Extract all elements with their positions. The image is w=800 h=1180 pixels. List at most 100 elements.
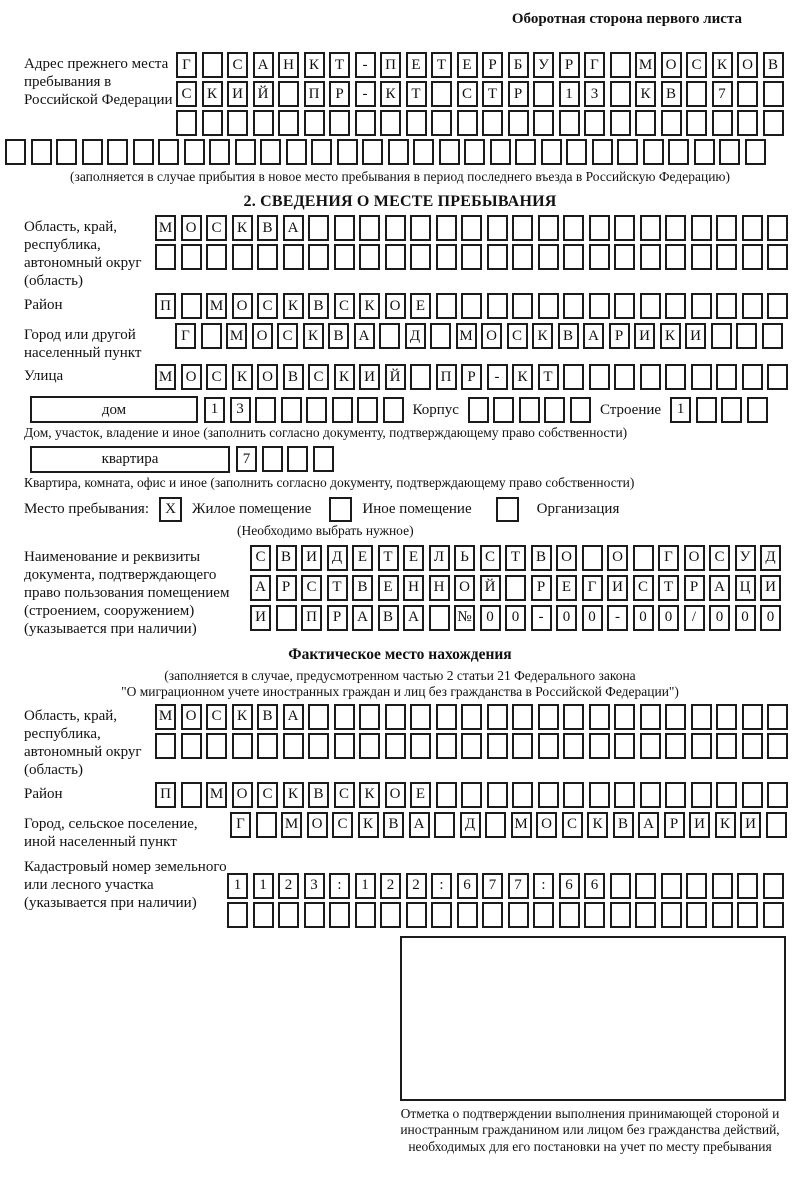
char-cell[interactable]	[336, 139, 358, 165]
char-cell[interactable]	[741, 781, 763, 808]
char-cell[interactable]: -	[354, 81, 376, 107]
char-cell[interactable]	[690, 293, 712, 320]
char-cell[interactable]: Т	[405, 81, 427, 107]
char-cell[interactable]: С	[206, 215, 227, 242]
char-cell[interactable]: А	[638, 811, 659, 838]
char-cell[interactable]	[413, 139, 434, 165]
char-cell[interactable]	[507, 901, 529, 928]
char-cell[interactable]	[537, 215, 559, 242]
char-cell[interactable]: К	[231, 215, 253, 242]
char-cell[interactable]: О	[536, 811, 557, 838]
char-cell[interactable]: 3	[584, 81, 605, 107]
char-cell[interactable]: О	[737, 52, 758, 78]
char-cell[interactable]	[744, 139, 766, 165]
char-cell[interactable]	[359, 215, 380, 242]
char-cell[interactable]	[716, 364, 737, 391]
char-cell[interactable]: А	[250, 574, 271, 601]
char-cell[interactable]: П	[301, 604, 322, 631]
char-cell[interactable]: К	[711, 52, 733, 78]
char-cell[interactable]	[384, 732, 406, 759]
char-cell[interactable]	[668, 139, 689, 165]
char-cell[interactable]	[533, 110, 554, 136]
char-cell[interactable]	[569, 396, 591, 423]
char-cell[interactable]	[767, 215, 788, 242]
char-cell[interactable]: 0	[734, 604, 756, 631]
char-cell[interactable]	[206, 244, 227, 271]
char-cell[interactable]	[665, 364, 686, 391]
char-cell[interactable]: О	[481, 323, 502, 350]
char-cell[interactable]: И	[301, 544, 322, 571]
char-cell[interactable]: Г	[581, 574, 603, 601]
char-cell[interactable]: 2	[405, 872, 427, 899]
char-cell[interactable]	[287, 446, 308, 473]
char-cell[interactable]: С	[250, 544, 271, 571]
char-cell[interactable]: С	[332, 811, 353, 838]
char-cell[interactable]	[512, 215, 533, 242]
char-cell[interactable]: Е	[410, 781, 431, 808]
char-cell[interactable]	[461, 244, 482, 271]
char-cell[interactable]: С	[632, 574, 654, 601]
char-cell[interactable]	[486, 703, 508, 730]
char-cell[interactable]: :	[431, 872, 452, 899]
char-cell[interactable]	[544, 396, 566, 423]
char-cell[interactable]	[410, 703, 431, 730]
char-cell[interactable]: И	[227, 81, 248, 107]
char-cell[interactable]	[282, 732, 304, 759]
char-cell[interactable]: М	[155, 215, 176, 242]
char-cell[interactable]: А	[282, 215, 304, 242]
char-cell[interactable]	[482, 901, 503, 928]
char-cell[interactable]: К	[659, 323, 681, 350]
char-cell[interactable]	[209, 139, 230, 165]
char-cell[interactable]	[512, 293, 533, 320]
char-cell[interactable]: Е	[377, 574, 399, 601]
char-cell[interactable]	[660, 110, 682, 136]
char-cell[interactable]: И	[685, 323, 706, 350]
char-cell[interactable]: 0	[505, 604, 526, 631]
char-cell[interactable]	[201, 52, 223, 78]
char-cell[interactable]	[537, 703, 559, 730]
char-cell[interactable]	[563, 364, 584, 391]
char-cell[interactable]: М	[510, 811, 532, 838]
char-cell[interactable]: В	[557, 323, 579, 350]
char-cell[interactable]	[588, 781, 610, 808]
char-cell[interactable]	[359, 732, 380, 759]
char-cell[interactable]: -	[607, 604, 628, 631]
char-cell[interactable]	[767, 244, 788, 271]
char-cell[interactable]: Д	[760, 544, 781, 571]
char-cell[interactable]: 7	[711, 81, 733, 107]
char-cell[interactable]	[405, 110, 427, 136]
char-cell[interactable]: К	[302, 323, 324, 350]
char-cell[interactable]: Т	[329, 52, 350, 78]
char-cell[interactable]: О	[384, 293, 406, 320]
char-cell[interactable]	[737, 901, 758, 928]
char-cell[interactable]	[716, 244, 737, 271]
char-cell[interactable]	[746, 396, 768, 423]
char-cell[interactable]	[716, 293, 737, 320]
char-cell[interactable]	[456, 901, 478, 928]
char-cell[interactable]	[563, 703, 584, 730]
char-cell[interactable]	[614, 732, 635, 759]
char-cell[interactable]	[384, 703, 406, 730]
char-cell[interactable]	[430, 323, 451, 350]
char-cell[interactable]	[741, 215, 763, 242]
char-cell[interactable]	[354, 901, 376, 928]
char-cell[interactable]	[537, 293, 559, 320]
char-cell[interactable]	[762, 901, 784, 928]
char-cell[interactable]: 1	[204, 396, 225, 423]
char-cell[interactable]: Р	[461, 364, 482, 391]
char-cell[interactable]	[540, 139, 562, 165]
char-cell[interactable]	[489, 139, 511, 165]
char-cell[interactable]: В	[308, 781, 329, 808]
char-cell[interactable]: П	[303, 81, 325, 107]
char-cell[interactable]: В	[257, 215, 278, 242]
char-cell[interactable]	[435, 732, 457, 759]
char-cell[interactable]	[252, 110, 274, 136]
char-cell[interactable]	[639, 364, 661, 391]
char-cell[interactable]: В	[328, 323, 349, 350]
char-cell[interactable]	[255, 396, 276, 423]
char-cell[interactable]: К	[380, 81, 401, 107]
char-cell[interactable]	[711, 110, 733, 136]
char-cell[interactable]: К	[333, 364, 355, 391]
char-cell[interactable]: К	[303, 52, 325, 78]
char-cell[interactable]: 0	[658, 604, 679, 631]
